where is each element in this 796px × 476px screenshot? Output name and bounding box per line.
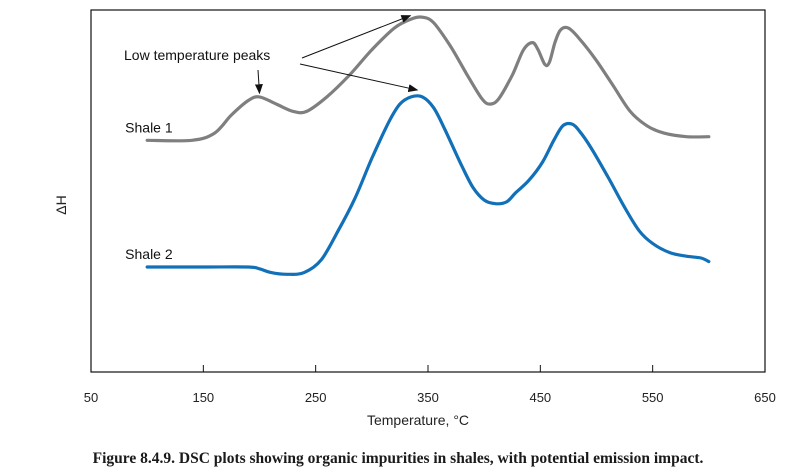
x-tick-label: 650 xyxy=(754,390,776,405)
plot-frame xyxy=(90,9,766,373)
series-lines xyxy=(145,15,711,276)
x-axis-ticks: 50 150 250 350 450 550 650 xyxy=(84,365,776,405)
series-line-2 xyxy=(145,94,711,276)
y-axis-title: ΔH xyxy=(53,195,69,214)
annotation-arrow xyxy=(301,15,412,59)
annotation-low-temperature-peaks: Low temperature peaks xyxy=(124,15,419,95)
series-label-shale-1: Shale 1 xyxy=(125,119,173,135)
x-tick-label: 350 xyxy=(417,390,439,405)
x-axis-title: Temperature, °C xyxy=(367,412,469,428)
series-line-1 xyxy=(145,15,711,143)
series-label-shale-2: Shale 2 xyxy=(125,246,173,262)
x-tick-label: 450 xyxy=(529,390,551,405)
x-tick-label: 150 xyxy=(192,390,214,405)
dsc-chart: 50 150 250 350 450 550 650 Shale 1 Shale 2 Low… xyxy=(53,9,776,428)
x-tick-label: 50 xyxy=(84,390,98,405)
annotation-text: Low temperature peaks xyxy=(124,47,270,63)
annotation-arrow xyxy=(299,63,419,93)
figure-caption: Figure 8.4.9. DSC plots showing organic … xyxy=(92,450,704,467)
x-tick-label: 550 xyxy=(642,390,664,405)
annotation-arrow xyxy=(254,69,263,95)
x-tick-label: 250 xyxy=(305,390,327,405)
